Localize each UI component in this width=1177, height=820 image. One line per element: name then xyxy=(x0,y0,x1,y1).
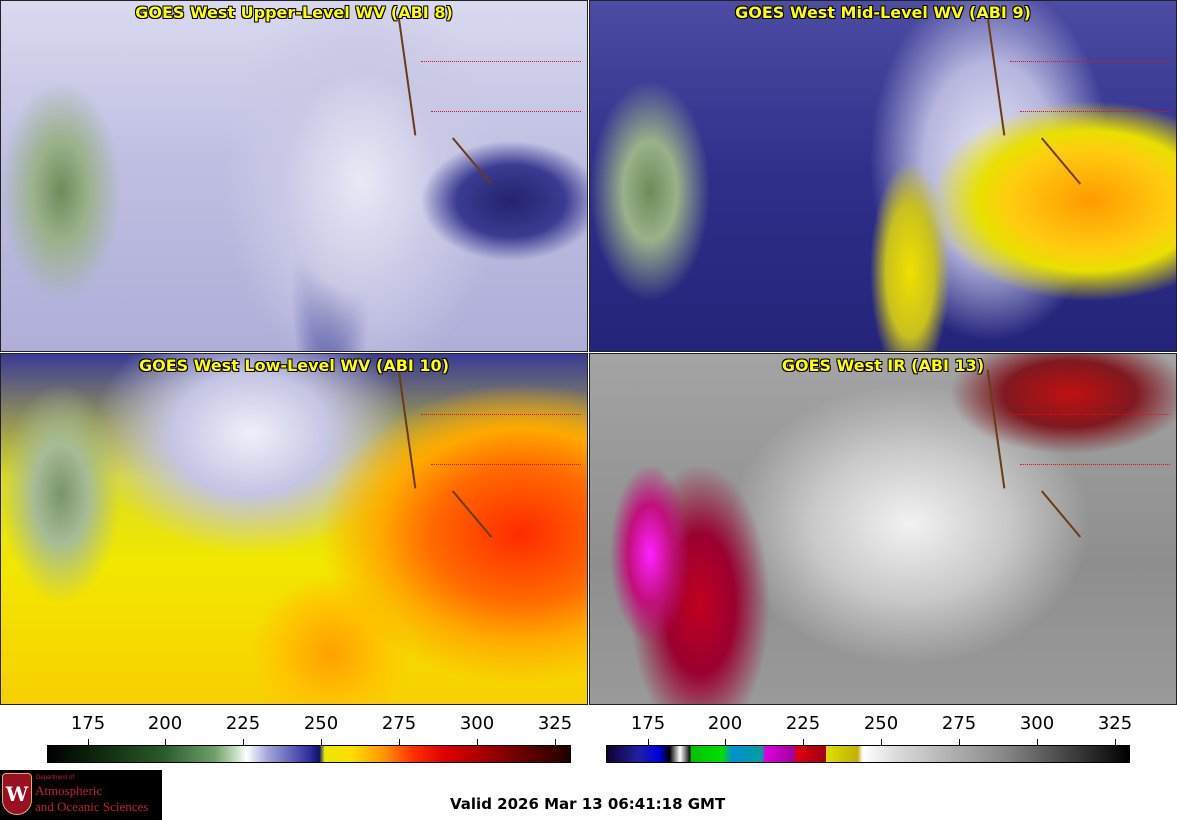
coastline xyxy=(397,16,417,136)
tick-mark xyxy=(1037,739,1038,746)
state-borders xyxy=(431,111,581,112)
state-borders xyxy=(1020,111,1170,112)
state-borders xyxy=(421,414,581,415)
state-borders xyxy=(1010,414,1170,415)
satellite-panel-mid-wv: GOES West Mid-Level WV (ABI 9) xyxy=(589,0,1177,352)
tick-label: 325 xyxy=(1097,713,1133,734)
tick-mark xyxy=(243,739,244,746)
tick-mark xyxy=(648,739,649,746)
tick-mark xyxy=(399,739,400,746)
logo-line-small: Department of xyxy=(36,775,75,781)
coastline xyxy=(451,137,493,185)
tick-label: 200 xyxy=(147,713,183,734)
coastline xyxy=(397,369,417,489)
tick-label: 325 xyxy=(537,713,573,734)
wv-colorbar-ticks: 175 200 225 250 275 300 325 xyxy=(0,705,588,746)
tick-label: 175 xyxy=(630,713,666,734)
tick-label: 250 xyxy=(863,713,899,734)
coastline xyxy=(451,490,493,538)
panel-title: GOES West Upper-Level WV (ABI 8) xyxy=(135,3,453,22)
state-borders xyxy=(421,61,581,62)
tick-label: 175 xyxy=(70,713,106,734)
tick-mark xyxy=(881,739,882,746)
colorbar-area: 175 200 225 250 275 300 325 175 200 225 … xyxy=(0,705,1177,767)
satellite-panel-upper-wv: GOES West Upper-Level WV (ABI 8) xyxy=(0,0,588,352)
logo-line-2: and Oceanic Sciences xyxy=(35,799,149,814)
tick-mark xyxy=(725,739,726,746)
ir-colorbar-ticks: 175 200 225 250 275 300 325 xyxy=(0,705,1177,746)
wv-colorbar xyxy=(47,745,571,763)
logo-line-1: Atmospheric xyxy=(35,783,103,798)
aos-logo: W Department of Atmospheric and Oceanic … xyxy=(0,770,162,820)
university-seal-icon: W xyxy=(2,773,32,815)
tick-label: 275 xyxy=(381,713,417,734)
coastline xyxy=(1040,137,1082,185)
tick-mark xyxy=(477,739,478,746)
satellite-panel-ir: GOES West IR (ABI 13) xyxy=(589,353,1177,705)
tick-mark xyxy=(1115,739,1116,746)
valid-time: Valid 2026 Mar 13 06:41:18 GMT xyxy=(450,795,726,813)
coastline xyxy=(1040,490,1082,538)
panel-title: GOES West Low-Level WV (ABI 10) xyxy=(138,356,449,375)
coastline xyxy=(986,369,1006,489)
state-borders xyxy=(431,464,581,465)
tick-label: 300 xyxy=(1019,713,1055,734)
tick-label: 275 xyxy=(941,713,977,734)
satellite-panel-low-wv: GOES West Low-Level WV (ABI 10) xyxy=(0,353,588,705)
tick-label: 225 xyxy=(225,713,261,734)
panel-title: GOES West IR (ABI 13) xyxy=(781,356,985,375)
panel-title: GOES West Mid-Level WV (ABI 9) xyxy=(735,3,1031,22)
tick-label: 225 xyxy=(785,713,821,734)
ir-colorbar xyxy=(606,745,1130,763)
tick-label: 250 xyxy=(303,713,339,734)
tick-label: 200 xyxy=(707,713,743,734)
tick-label: 300 xyxy=(459,713,495,734)
tick-mark xyxy=(555,739,556,746)
tick-mark xyxy=(803,739,804,746)
tick-mark xyxy=(88,739,89,746)
coastline xyxy=(986,16,1006,136)
state-borders xyxy=(1020,464,1170,465)
tick-mark xyxy=(321,739,322,746)
tick-mark xyxy=(165,739,166,746)
tick-mark xyxy=(959,739,960,746)
state-borders xyxy=(1010,61,1170,62)
